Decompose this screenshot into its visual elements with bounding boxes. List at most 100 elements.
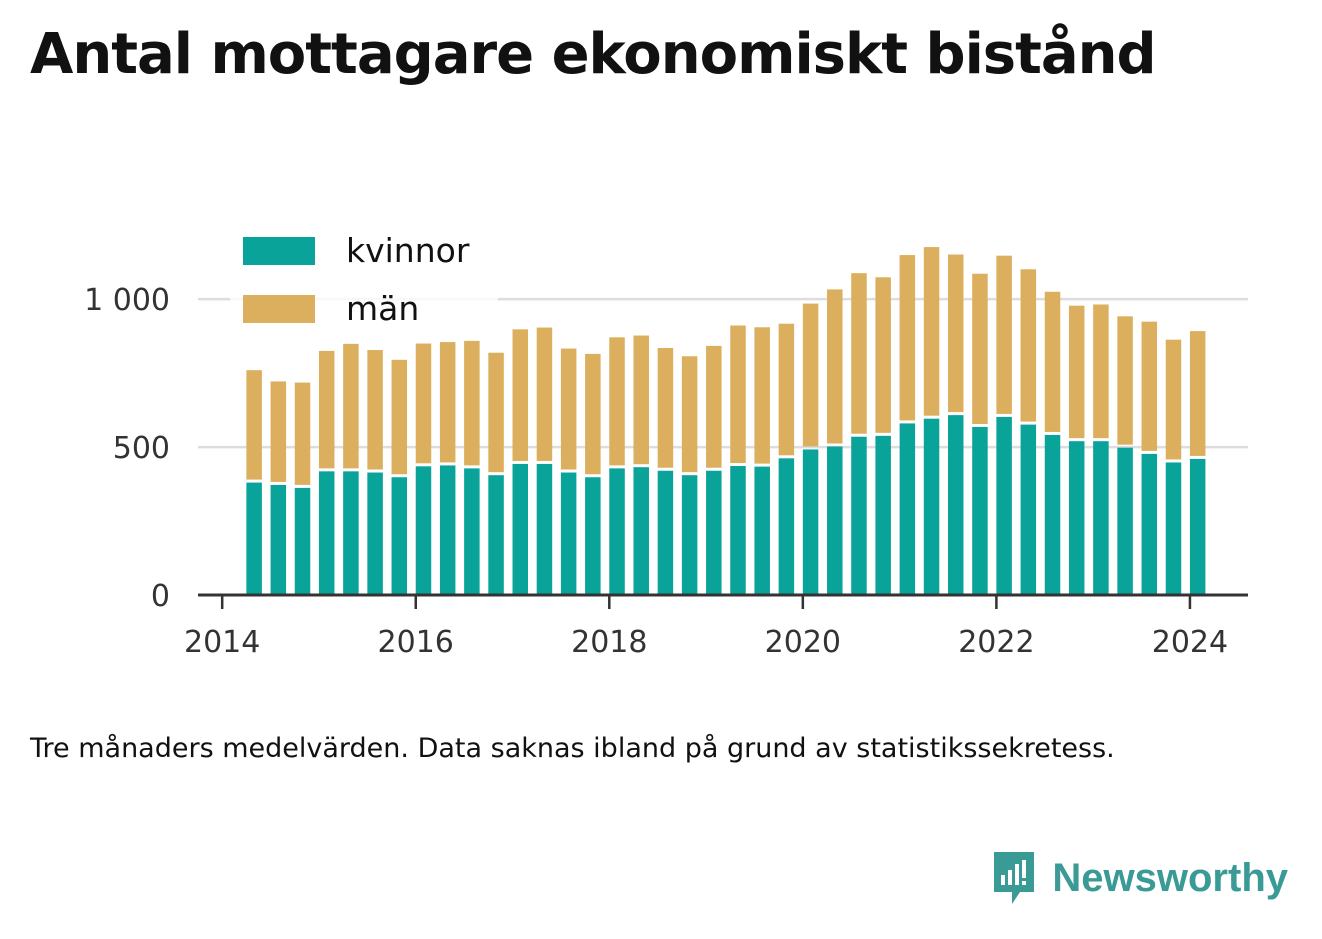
bar-kvinnor <box>923 418 940 595</box>
y-tick-label: 500 <box>113 431 170 466</box>
bar-man <box>730 325 746 464</box>
bar-kvinnor <box>947 415 964 595</box>
bar-man <box>1117 316 1133 445</box>
bar-kvinnor <box>270 484 287 595</box>
legend: kvinnor män <box>230 225 498 333</box>
bar-man <box>827 289 843 444</box>
bar-man <box>246 370 262 480</box>
bar-man <box>1093 304 1109 439</box>
bar-kvinnor <box>246 482 262 595</box>
bars <box>246 247 1206 595</box>
bar-man <box>1189 331 1206 456</box>
bar-kvinnor <box>1020 424 1037 595</box>
y-tick-label: 1 000 <box>84 283 170 318</box>
bar-man <box>367 350 383 470</box>
bar-man <box>972 273 988 424</box>
bar-man <box>754 327 770 464</box>
bar-man <box>875 277 891 433</box>
bar-man <box>512 329 529 461</box>
x-tick-label: 2020 <box>765 625 841 660</box>
bar-man <box>657 347 674 468</box>
bar-man <box>706 345 722 468</box>
bar-kvinnor <box>802 449 819 595</box>
bar-man <box>996 255 1012 414</box>
bar-kvinnor <box>899 423 916 595</box>
bar-man <box>681 356 698 473</box>
legend-label: kvinnor <box>346 231 470 270</box>
bar-chart-speech-icon <box>994 852 1035 904</box>
bar-kvinnor <box>851 436 867 595</box>
bar-man <box>923 247 940 416</box>
bar-man <box>294 382 311 485</box>
stacked-bar-chart: 0 500 1 000 2014 2016 2018 2020 2022 2024 kvinno… <box>84 225 1248 660</box>
bar-man <box>778 323 795 456</box>
bar-man <box>1020 269 1037 422</box>
bar-man <box>536 327 553 461</box>
bar-kvinnor <box>657 470 674 595</box>
bar-kvinnor <box>391 477 408 595</box>
bar-kvinnor <box>512 463 529 595</box>
bar-man <box>585 353 601 475</box>
bar-man <box>560 348 577 470</box>
bar-kvinnor <box>415 466 432 595</box>
bar-man <box>947 254 964 413</box>
bar-kvinnor <box>1117 447 1133 595</box>
brand-name: Newsworthy <box>1052 855 1288 900</box>
bar-kvinnor <box>536 463 553 595</box>
bar-kvinnor <box>1093 441 1109 595</box>
bar-kvinnor <box>996 416 1012 595</box>
bar-man <box>464 340 480 466</box>
bar-man <box>851 273 867 434</box>
x-tick-label: 2022 <box>958 625 1034 660</box>
bar-kvinnor <box>1189 458 1206 595</box>
bar-kvinnor <box>972 426 988 595</box>
bar-man <box>343 343 359 469</box>
bar-kvinnor <box>439 465 456 595</box>
bar-kvinnor <box>367 472 383 595</box>
bar-kvinnor <box>560 472 577 595</box>
axes: 0 500 1 000 2014 2016 2018 2020 2022 2024 <box>84 283 1248 660</box>
bar-man <box>439 342 456 463</box>
bar-kvinnor <box>706 470 722 595</box>
legend-label: män <box>346 289 419 328</box>
bar-man <box>1044 291 1061 432</box>
bar-kvinnor <box>343 471 359 595</box>
bar-kvinnor <box>827 446 843 595</box>
chart-title: Antal mottagare ekonomiskt bistånd <box>30 22 1157 87</box>
bar-man <box>633 335 649 465</box>
bar-man <box>415 343 432 464</box>
bar-kvinnor <box>778 458 795 595</box>
bar-kvinnor <box>464 468 480 595</box>
bar-kvinnor <box>730 466 746 595</box>
x-tick-label: 2024 <box>1152 625 1228 660</box>
bar-kvinnor <box>1165 462 1182 595</box>
x-tick-label: 2018 <box>571 625 647 660</box>
bar-man <box>488 352 504 473</box>
bar-man <box>899 255 916 421</box>
x-tick-label: 2016 <box>378 625 454 660</box>
bar-kvinnor <box>488 475 504 595</box>
bar-kvinnor <box>1044 434 1061 595</box>
footnote: Tre månaders medelvärden. Data saknas ib… <box>30 733 1115 764</box>
y-tick-label: 0 <box>151 579 170 614</box>
bar-kvinnor <box>318 471 335 595</box>
newsworthy-logo: Newsworthy <box>990 848 1288 908</box>
legend-swatch <box>243 237 315 265</box>
bar-kvinnor <box>609 468 625 595</box>
bar-kvinnor <box>1068 441 1085 595</box>
bar-man <box>1068 305 1085 439</box>
bar-kvinnor <box>875 435 891 595</box>
x-tick-label: 2014 <box>184 625 260 660</box>
bar-kvinnor <box>585 477 601 595</box>
bar-kvinnor <box>294 487 311 595</box>
bar-man <box>609 337 625 466</box>
bar-kvinnor <box>1141 453 1158 595</box>
bar-man <box>1165 339 1182 460</box>
bar-man <box>318 350 335 469</box>
bar-kvinnor <box>633 467 649 595</box>
bar-man <box>1141 321 1158 451</box>
bar-man <box>802 303 819 447</box>
bar-man <box>270 381 287 482</box>
bar-kvinnor <box>681 475 698 595</box>
legend-swatch <box>243 295 315 323</box>
